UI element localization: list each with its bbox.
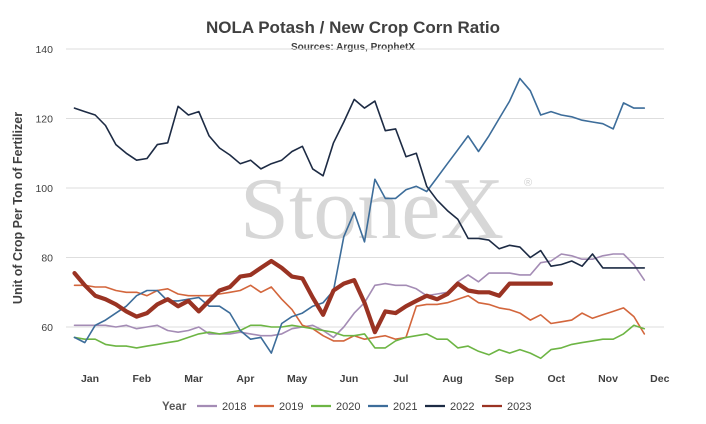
legend-label-2018: 2018 [222, 401, 246, 413]
legend-label-2022: 2022 [450, 401, 474, 413]
series-lines [72, 77, 646, 360]
gridlines [66, 48, 664, 328]
y-tick-label-100: 100 [35, 183, 53, 195]
watermark-text: StoneX [240, 161, 504, 258]
x-tick-label-jan: Jan [81, 373, 99, 385]
x-tick-label-apr: Apr [236, 373, 254, 385]
y-tick-label-140: 140 [35, 44, 53, 56]
series-line-2020 [73, 324, 646, 360]
y-axis-label: Unit of Crop Per Ton of Fertilizer [11, 112, 25, 304]
chart-title: NOLA Potash / New Crop Corn Ratio [206, 18, 500, 37]
x-tick-label-jul: Jul [393, 373, 408, 385]
watermark-registered-mark: ® [524, 177, 532, 189]
watermark: StoneX ® [240, 161, 532, 258]
x-tick-label-jun: Jun [340, 373, 359, 385]
x-tick-label-aug: Aug [442, 373, 462, 385]
chart-subtitle: Sources: Argus, ProphetX [291, 42, 415, 53]
y-tick-label-120: 120 [35, 114, 53, 126]
y-axis-ticks: 60 80 100 120 140 [35, 44, 53, 334]
legend-label-2019: 2019 [279, 401, 303, 413]
legend-label-2023: 2023 [507, 401, 531, 413]
legend-label-2021: 2021 [393, 401, 417, 413]
series-line-2018 [73, 253, 646, 339]
x-tick-label-nov: Nov [598, 373, 618, 385]
x-axis-ticks: Jan Feb Mar Apr May Jun Jul Aug Sep Oct Nov Dec [81, 373, 670, 385]
y-tick-label-80: 80 [41, 253, 53, 265]
series-line-2019 [73, 284, 646, 342]
series-line-2023 [72, 258, 554, 335]
x-tick-label-oct: Oct [547, 373, 565, 385]
legend-title: Year [162, 401, 187, 413]
x-tick-label-dec: Dec [650, 373, 669, 385]
series-line-2022 [73, 98, 646, 269]
x-tick-label-mar: Mar [184, 373, 203, 385]
y-tick-label-60: 60 [41, 322, 53, 334]
x-tick-label-feb: Feb [132, 373, 151, 385]
x-tick-label-sep: Sep [495, 373, 514, 385]
legend-label-2020: 2020 [336, 401, 360, 413]
legend: Year 2018 2019 2020 2021 2022 2023 [162, 401, 531, 413]
x-tick-label-may: May [287, 373, 308, 385]
